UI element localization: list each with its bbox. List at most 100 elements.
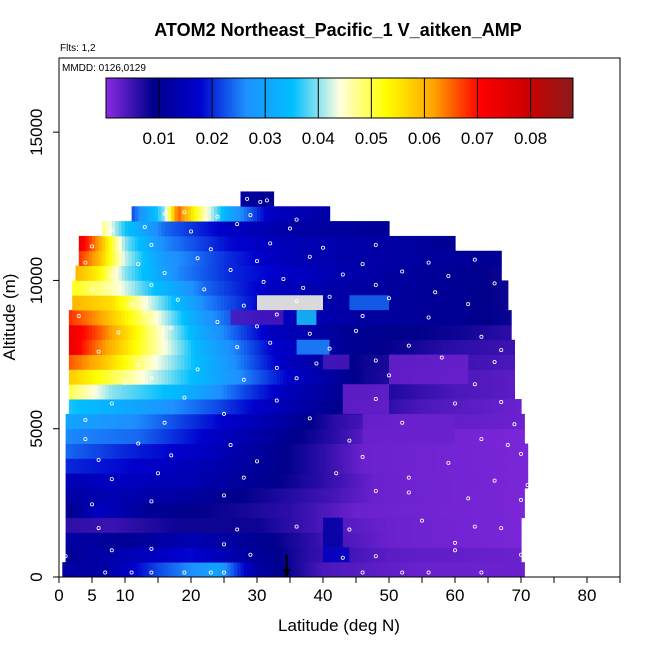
heatmap-cell bbox=[425, 250, 430, 266]
heatmap-cell bbox=[158, 221, 162, 237]
heatmap-cell bbox=[174, 428, 179, 444]
heatmap-cell bbox=[332, 265, 337, 281]
heatmap-cell bbox=[72, 399, 77, 415]
heatmap-cell bbox=[369, 221, 374, 237]
heatmap-cell bbox=[200, 443, 205, 459]
heatmap-cell bbox=[280, 235, 284, 252]
heatmap-cell bbox=[121, 235, 126, 252]
heatmap-cell bbox=[253, 428, 258, 444]
heatmap-cell bbox=[356, 324, 360, 341]
heatmap-cell bbox=[362, 443, 367, 459]
sample-point bbox=[149, 546, 154, 551]
heatmap-cell bbox=[260, 428, 265, 444]
heatmap-cell bbox=[177, 221, 182, 237]
heatmap-cell bbox=[438, 339, 443, 355]
heatmap-cell bbox=[144, 206, 149, 222]
heatmap-cell bbox=[230, 458, 235, 474]
heatmap-cell bbox=[342, 473, 347, 489]
heatmap-cell bbox=[323, 384, 327, 400]
heatmap-cell bbox=[431, 488, 436, 504]
heatmap-cell bbox=[422, 488, 426, 504]
heatmap-cell bbox=[392, 458, 397, 474]
heatmap-cell bbox=[451, 562, 456, 578]
heatmap-cell bbox=[296, 428, 301, 444]
heatmap-cell bbox=[158, 547, 162, 563]
heatmap-cell bbox=[214, 562, 218, 578]
heatmap-cell bbox=[438, 280, 443, 296]
heatmap-cell bbox=[243, 443, 248, 459]
heatmap-cell bbox=[68, 458, 73, 474]
heatmap-cell bbox=[233, 384, 238, 400]
heatmap-cell bbox=[458, 562, 463, 578]
heatmap-cell bbox=[494, 488, 499, 504]
heatmap-cell bbox=[177, 384, 182, 400]
heatmap-cell bbox=[299, 532, 304, 548]
heatmap-cell bbox=[283, 324, 288, 341]
heatmap-cell bbox=[488, 339, 492, 355]
heatmap-cell bbox=[296, 369, 301, 385]
heatmap-cell bbox=[243, 517, 248, 533]
heatmap-cell bbox=[346, 324, 350, 341]
heatmap-cell bbox=[158, 354, 162, 370]
heatmap-cell bbox=[141, 354, 146, 370]
heatmap-cell bbox=[247, 473, 251, 489]
heatmap-cell bbox=[517, 458, 522, 474]
heatmap-cell bbox=[131, 324, 136, 341]
heatmap-cell bbox=[398, 502, 403, 519]
heatmap-cell bbox=[313, 206, 317, 222]
colorbar-tick-label: 0.07 bbox=[461, 129, 494, 148]
heatmap-cell bbox=[382, 235, 387, 252]
heatmap-cell bbox=[194, 354, 199, 370]
heatmap-cell bbox=[151, 354, 156, 370]
heatmap-cell bbox=[148, 473, 152, 489]
heatmap-cell bbox=[402, 502, 407, 519]
heatmap-cell bbox=[111, 428, 116, 444]
heatmap-cell bbox=[511, 458, 515, 474]
heatmap-cell bbox=[375, 502, 380, 519]
heatmap-cell bbox=[336, 280, 341, 296]
heatmap-cell bbox=[435, 502, 440, 519]
heatmap-cell bbox=[290, 265, 294, 281]
heatmap-cell bbox=[319, 265, 324, 281]
heatmap-cell bbox=[243, 324, 248, 341]
heatmap-cell bbox=[174, 502, 179, 519]
heatmap-cell bbox=[431, 235, 436, 252]
heatmap-cell bbox=[398, 280, 403, 296]
heatmap-cell bbox=[362, 473, 367, 489]
heatmap-cell bbox=[108, 532, 113, 548]
heatmap-cell bbox=[431, 458, 436, 474]
heatmap-cell bbox=[296, 235, 301, 252]
heatmap-cell bbox=[464, 473, 469, 489]
x-tick-label: 30 bbox=[248, 586, 267, 605]
heatmap-cell bbox=[517, 399, 522, 415]
heatmap-cell bbox=[418, 235, 423, 252]
heatmap-cell bbox=[151, 517, 156, 533]
heatmap-cell bbox=[425, 339, 430, 355]
heatmap-cell bbox=[121, 369, 126, 385]
heatmap-cell bbox=[187, 339, 192, 355]
heatmap-cell bbox=[247, 369, 251, 385]
heatmap-cell bbox=[425, 265, 430, 281]
heatmap-cell bbox=[455, 547, 459, 563]
heatmap-cell bbox=[395, 517, 400, 533]
heatmap-cell bbox=[303, 399, 308, 415]
heatmap-cell bbox=[365, 473, 370, 489]
heatmap-cell bbox=[250, 235, 255, 252]
heatmap-cell bbox=[233, 473, 238, 489]
heatmap-cell bbox=[184, 221, 189, 237]
heatmap-cell bbox=[101, 250, 106, 266]
heatmap-cell bbox=[108, 280, 113, 296]
heatmap-cell bbox=[412, 532, 416, 548]
heatmap-cell bbox=[365, 562, 370, 578]
heatmap-cell bbox=[174, 206, 179, 222]
heatmap-cell bbox=[352, 532, 357, 548]
heatmap-cell bbox=[230, 502, 235, 519]
heatmap-cell bbox=[108, 562, 113, 578]
x-tick-label: 10 bbox=[116, 586, 135, 605]
heatmap-cell bbox=[276, 250, 281, 266]
heatmap-cell bbox=[92, 428, 96, 444]
heatmap-cell bbox=[128, 354, 133, 370]
heatmap-cell bbox=[177, 250, 182, 266]
heatmap-cell bbox=[230, 369, 235, 385]
heatmap-cell bbox=[379, 532, 383, 548]
